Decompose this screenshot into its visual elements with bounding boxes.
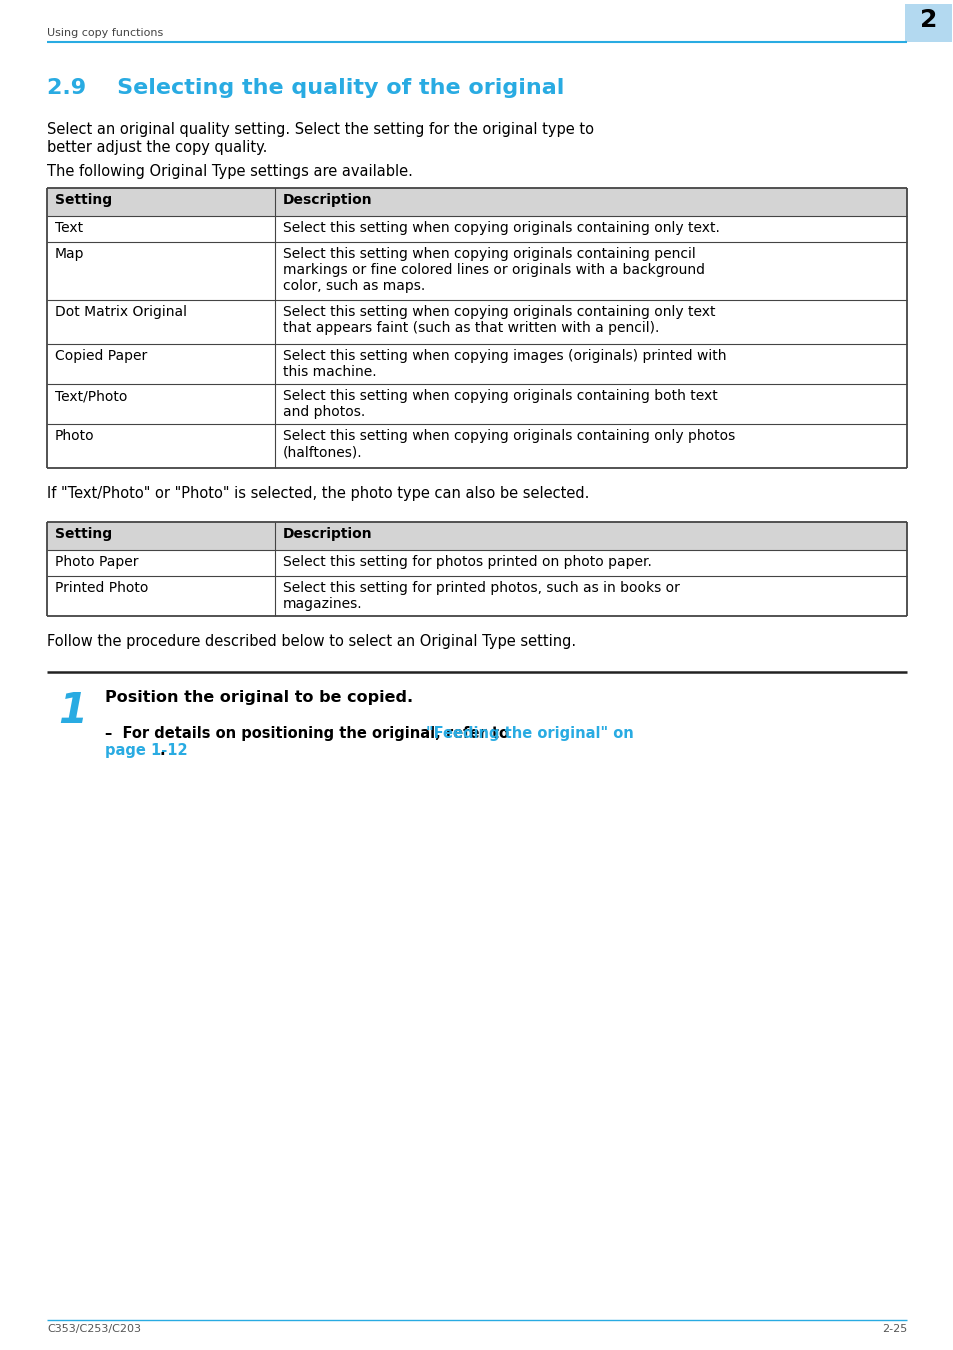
Text: Description: Description bbox=[283, 526, 372, 541]
Text: Using copy functions: Using copy functions bbox=[47, 28, 163, 38]
Text: 1: 1 bbox=[58, 690, 88, 732]
Text: 2.9    Selecting the quality of the original: 2.9 Selecting the quality of the origina… bbox=[47, 78, 564, 99]
Text: Photo: Photo bbox=[55, 429, 94, 443]
Text: Setting: Setting bbox=[55, 193, 112, 207]
Text: Text/Photo: Text/Photo bbox=[55, 389, 128, 404]
Text: C353/C253/C203: C353/C253/C203 bbox=[47, 1324, 141, 1334]
Text: Map: Map bbox=[55, 247, 85, 261]
Text: Position the original to be copied.: Position the original to be copied. bbox=[105, 690, 413, 705]
Bar bbox=[904, 4, 951, 42]
Text: Select this setting for photos printed on photo paper.: Select this setting for photos printed o… bbox=[283, 555, 651, 568]
Text: 2-25: 2-25 bbox=[881, 1324, 906, 1334]
Text: Select this setting when copying originals containing only photos
(halftones).: Select this setting when copying origina… bbox=[283, 429, 735, 459]
Text: –  For details on positioning the original, refer to: – For details on positioning the origina… bbox=[105, 726, 514, 741]
Text: .: . bbox=[159, 743, 165, 757]
Text: If "Text/Photo" or "Photo" is selected, the photo type can also be selected.: If "Text/Photo" or "Photo" is selected, … bbox=[47, 486, 589, 501]
Text: Follow the procedure described below to select an Original Type setting.: Follow the procedure described below to … bbox=[47, 634, 576, 649]
Text: Copied Paper: Copied Paper bbox=[55, 350, 147, 363]
Text: The following Original Type settings are available.: The following Original Type settings are… bbox=[47, 163, 413, 180]
Text: Select this setting when copying originals containing only text
that appears fai: Select this setting when copying origina… bbox=[283, 305, 715, 335]
Text: Printed Photo: Printed Photo bbox=[55, 580, 149, 595]
Text: better adjust the copy quality.: better adjust the copy quality. bbox=[47, 140, 267, 155]
Text: page 1-12: page 1-12 bbox=[105, 743, 188, 757]
Text: Select this setting when copying images (originals) printed with
this machine.: Select this setting when copying images … bbox=[283, 350, 725, 379]
Text: Select this setting when copying originals containing pencil
markings or fine co: Select this setting when copying origina… bbox=[283, 247, 704, 293]
Text: 2: 2 bbox=[919, 8, 936, 32]
Text: "Feeding the original" on: "Feeding the original" on bbox=[425, 726, 633, 741]
Text: Select this setting for printed photos, such as in books or
magazines.: Select this setting for printed photos, … bbox=[283, 580, 679, 612]
Text: Photo Paper: Photo Paper bbox=[55, 555, 138, 568]
Text: Select an original quality setting. Select the setting for the original type to: Select an original quality setting. Sele… bbox=[47, 122, 594, 136]
Text: Dot Matrix Original: Dot Matrix Original bbox=[55, 305, 187, 319]
Text: Text: Text bbox=[55, 221, 83, 235]
Bar bbox=[47, 522, 906, 549]
Text: Setting: Setting bbox=[55, 526, 112, 541]
Bar bbox=[47, 188, 906, 216]
Text: Description: Description bbox=[283, 193, 372, 207]
Text: Select this setting when copying originals containing only text.: Select this setting when copying origina… bbox=[283, 221, 719, 235]
Text: Select this setting when copying originals containing both text
and photos.: Select this setting when copying origina… bbox=[283, 389, 717, 420]
